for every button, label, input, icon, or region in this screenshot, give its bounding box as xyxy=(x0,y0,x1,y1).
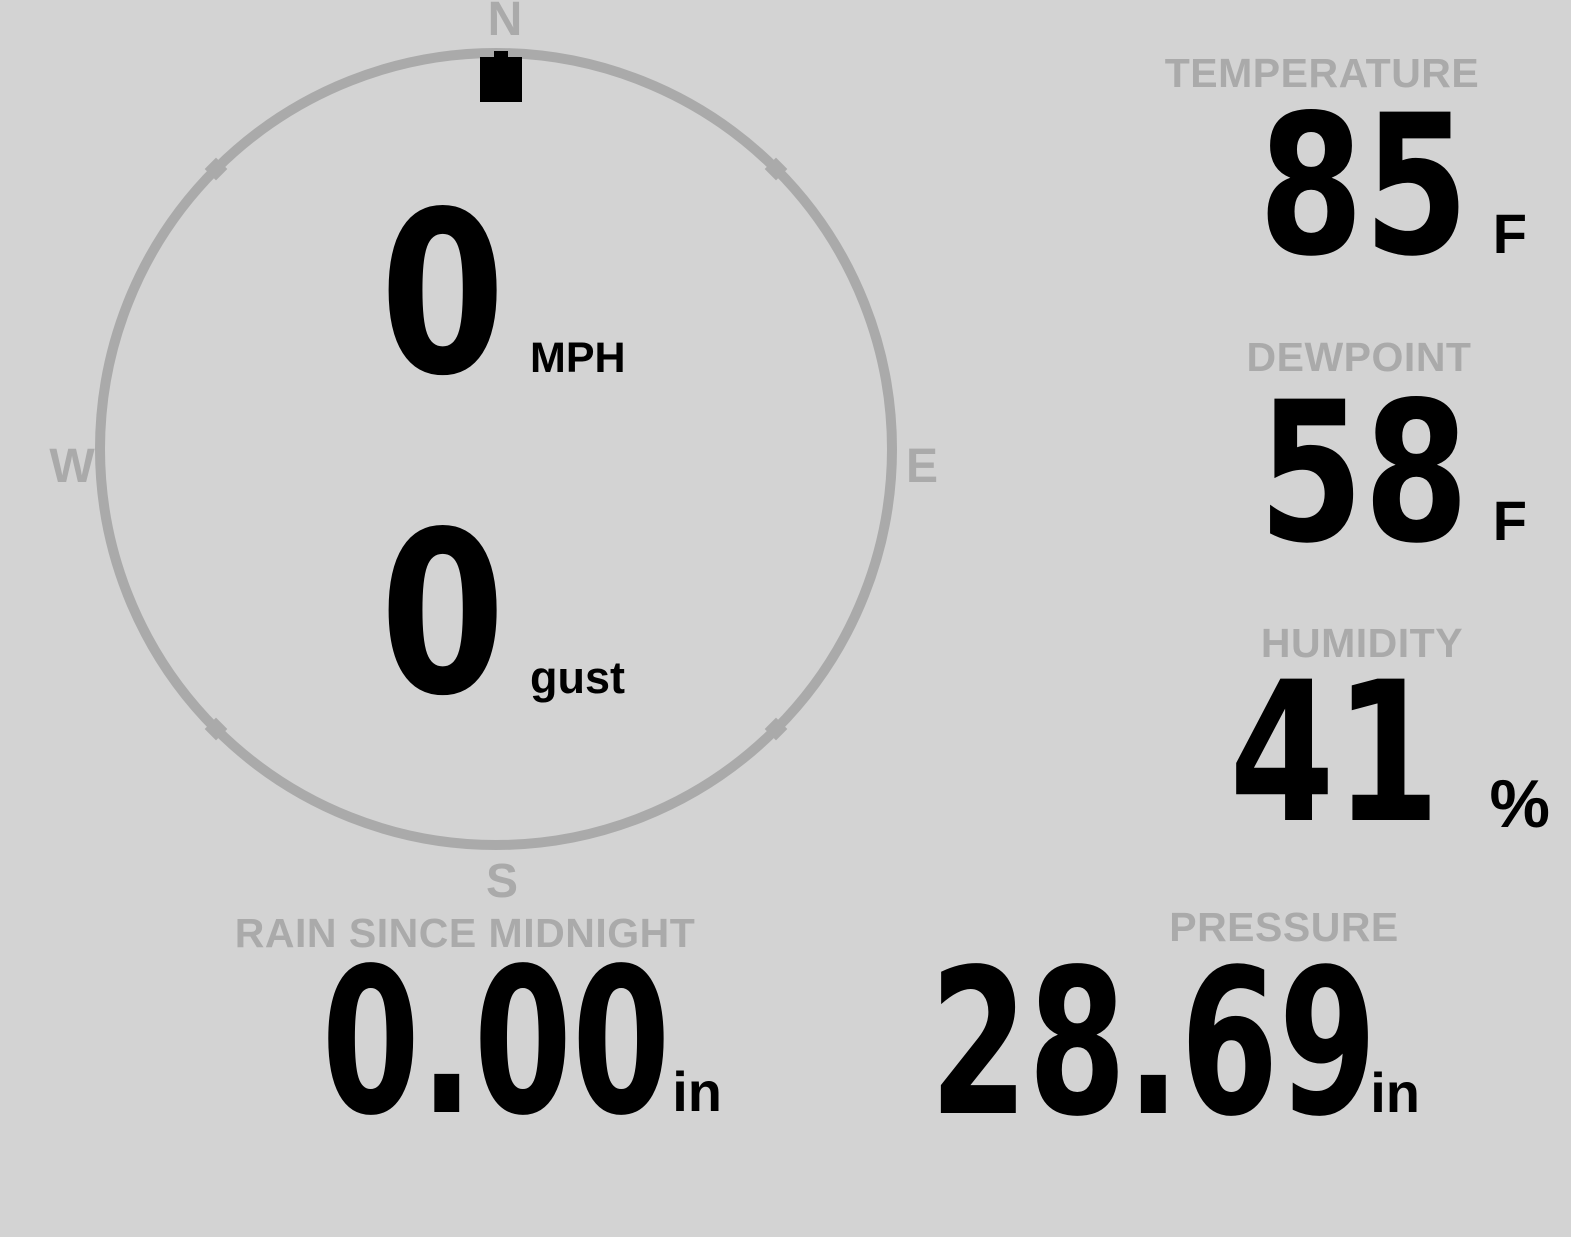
dewpoint-label: DEWPOINT xyxy=(1246,334,1472,380)
pressure-value: 28.69 xyxy=(929,925,1377,1161)
wind-speed-value: 0 xyxy=(380,164,506,426)
compass-label-south: S xyxy=(485,855,519,908)
wind-gust-unit: gust xyxy=(530,652,625,703)
rain-unit: in xyxy=(672,1060,722,1123)
pressure-unit: in xyxy=(1370,1061,1420,1124)
rain-label: RAIN SINCE MIDNIGHT xyxy=(234,910,696,956)
compass-label-east: E xyxy=(905,440,939,493)
compass-label-west: W xyxy=(49,440,95,493)
wind-gust-value: 0 xyxy=(380,484,506,746)
pressure-label: PRESSURE xyxy=(1169,904,1399,950)
dewpoint-value: 58 xyxy=(1258,360,1469,586)
dewpoint-unit: F xyxy=(1492,489,1527,552)
temperature-unit: F xyxy=(1492,202,1527,265)
humidity-unit: % xyxy=(1489,766,1550,842)
humidity-value: 41 xyxy=(1229,640,1440,866)
wind-direction-marker-icon xyxy=(480,51,522,102)
temperature-label: TEMPERATURE xyxy=(1164,50,1480,96)
wind-compass xyxy=(95,48,897,850)
compass-label-north: N xyxy=(487,0,523,46)
temperature-value: 85 xyxy=(1258,73,1469,299)
rain-value: 0.00 xyxy=(321,924,670,1160)
humidity-label: HUMIDITY xyxy=(1260,620,1464,666)
wind-speed-unit: MPH xyxy=(530,334,626,382)
